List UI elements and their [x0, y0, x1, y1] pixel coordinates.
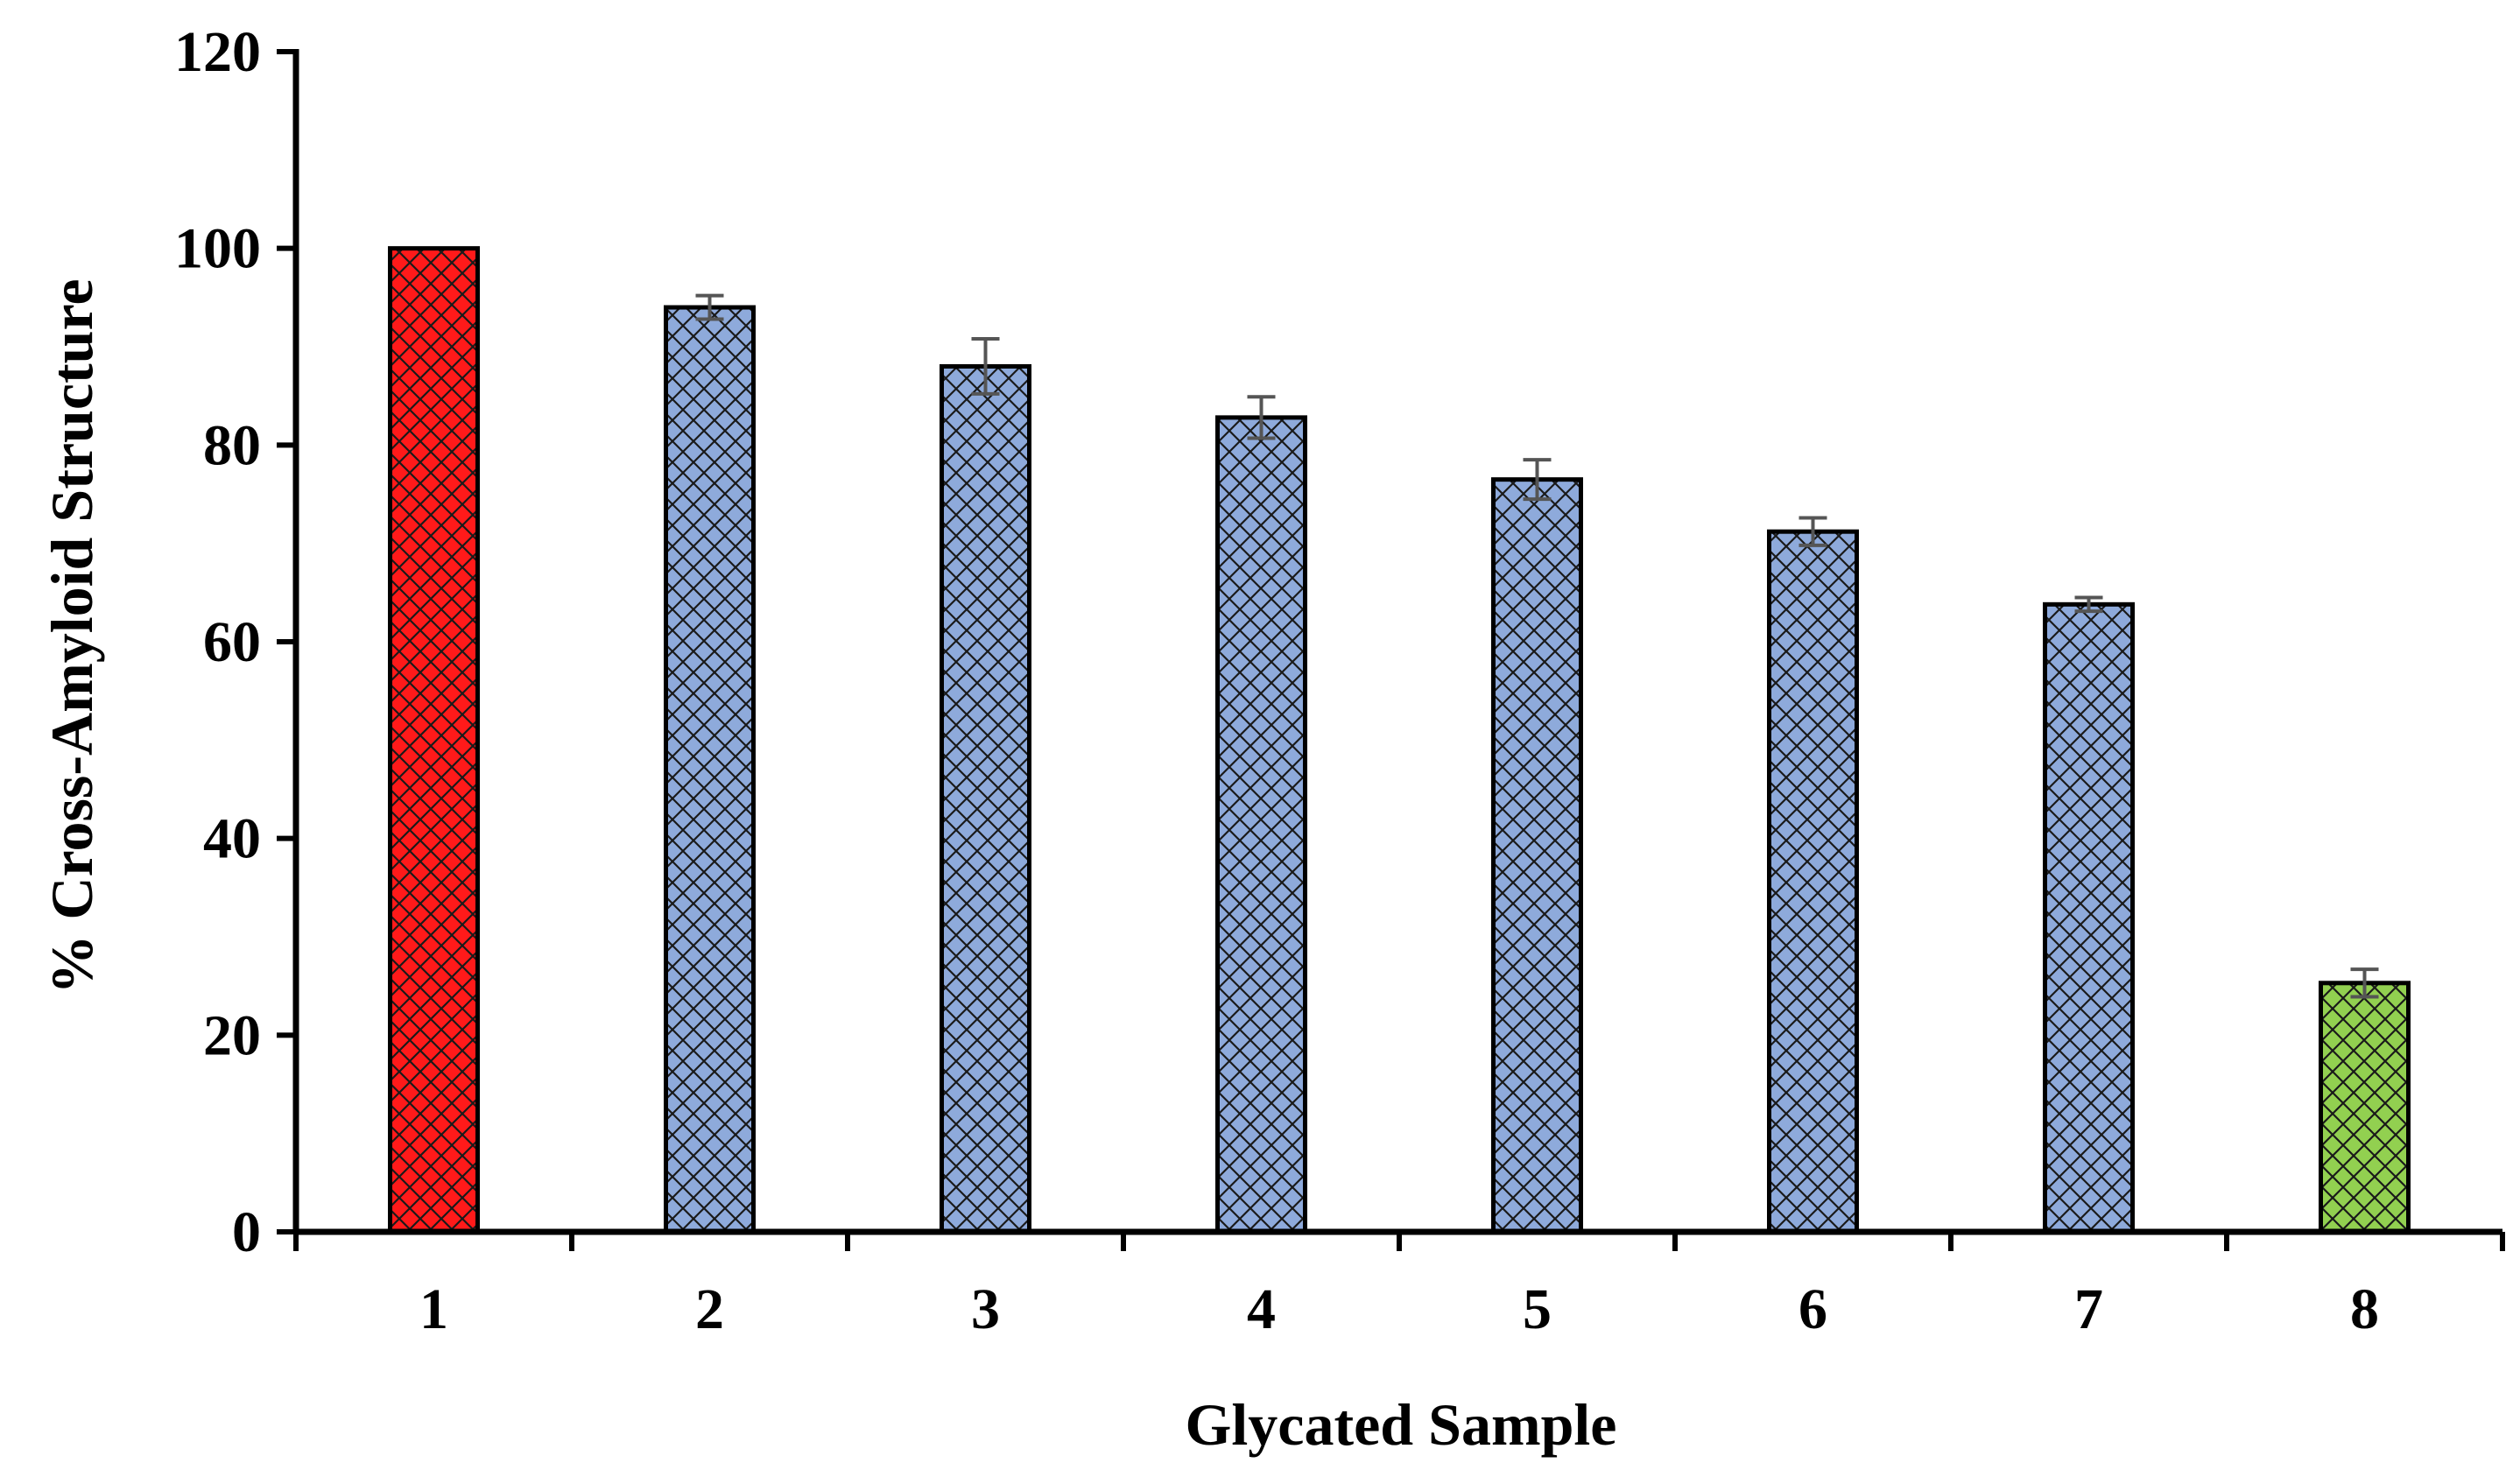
bar-2: [664, 305, 756, 1234]
bars-layer: [388, 246, 2411, 1234]
bar-1: [388, 246, 480, 1234]
x-tick-label: 2: [695, 1277, 724, 1341]
error-bar-8: [2350, 967, 2379, 999]
x-tick-label: 1: [419, 1277, 448, 1341]
y-tick-label: 40: [203, 807, 261, 871]
bar-6: [1767, 529, 1859, 1234]
x-tick-label: 5: [1523, 1277, 1552, 1341]
bar-8: [2319, 981, 2411, 1234]
bar-3: [940, 363, 1031, 1234]
y-tick-label: 100: [174, 217, 261, 281]
axes-layer: [277, 49, 2505, 1251]
y-tick-label: 120: [174, 20, 261, 84]
x-tick-label: 8: [2350, 1277, 2379, 1341]
y-tick-label: 0: [232, 1200, 261, 1264]
y-tick-label: 80: [203, 413, 261, 477]
error-bar-4: [1247, 395, 1276, 440]
error-bars-layer: [695, 293, 2379, 999]
x-tick-label: 3: [971, 1277, 1000, 1341]
y-axis-title: % Cross-Amyloid Structure: [39, 278, 105, 994]
error-bar-2: [695, 293, 724, 321]
x-axis-title: Glycated Sample: [1186, 1391, 1617, 1458]
y-tick-label: 20: [203, 1003, 261, 1067]
x-tick-label: 4: [1247, 1277, 1276, 1341]
bar-7: [2043, 601, 2135, 1234]
bar-4: [1215, 415, 1307, 1234]
y-tick-label: 60: [203, 610, 261, 674]
tick-labels-layer: 0 20 40 60 80 100 120 1 2 3 4 5 6 7 8: [174, 20, 2379, 1341]
error-bar-6: [1798, 516, 1827, 547]
error-bar-5: [1523, 458, 1552, 502]
x-tick-label: 7: [2074, 1277, 2103, 1341]
error-bar-3: [971, 337, 1000, 396]
error-bar-7: [2074, 595, 2103, 614]
x-tick-label: 6: [1798, 1277, 1827, 1341]
bar-5: [1491, 477, 1583, 1234]
